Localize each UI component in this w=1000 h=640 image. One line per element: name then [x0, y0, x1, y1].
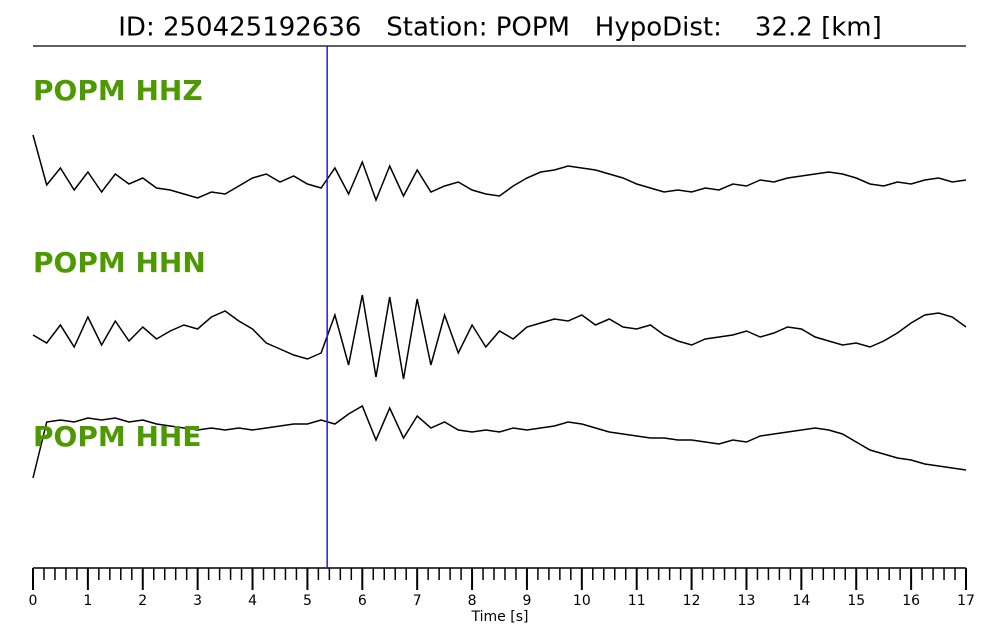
- x-tick-label: 9: [522, 593, 531, 609]
- x-tick-label: 6: [358, 593, 367, 609]
- x-tick-label: 13: [738, 593, 756, 609]
- trace-label: POPM HHZ: [33, 74, 203, 107]
- x-tick-label: 4: [248, 593, 257, 609]
- trace: [32, 134, 967, 203]
- chart-title: ID: 250425192636 Station: POPM HypoDist:…: [118, 13, 882, 43]
- x-tick-label: 12: [683, 593, 701, 609]
- x-tick-label: 16: [902, 593, 920, 609]
- x-tick-label: 0: [29, 593, 38, 609]
- x-tick-label: 5: [303, 593, 312, 609]
- x-tick-label: 2: [138, 593, 147, 609]
- trace-label: POPM HHE: [33, 420, 201, 453]
- x-tick-label: 15: [847, 593, 865, 609]
- x-tick-label: 11: [628, 593, 646, 609]
- x-tick-label: 14: [792, 593, 810, 609]
- x-tick-label: 8: [468, 593, 477, 609]
- trace: [32, 294, 967, 380]
- x-tick-label: 10: [573, 593, 591, 609]
- x-axis-label: Time [s]: [471, 609, 529, 625]
- trace-label: POPM HHN: [33, 246, 206, 279]
- x-tick-label: 7: [413, 593, 422, 609]
- x-tick-label: 17: [957, 593, 975, 609]
- x-tick-label: 1: [83, 593, 92, 609]
- trace: [32, 404, 967, 479]
- x-tick-label: 3: [193, 593, 202, 609]
